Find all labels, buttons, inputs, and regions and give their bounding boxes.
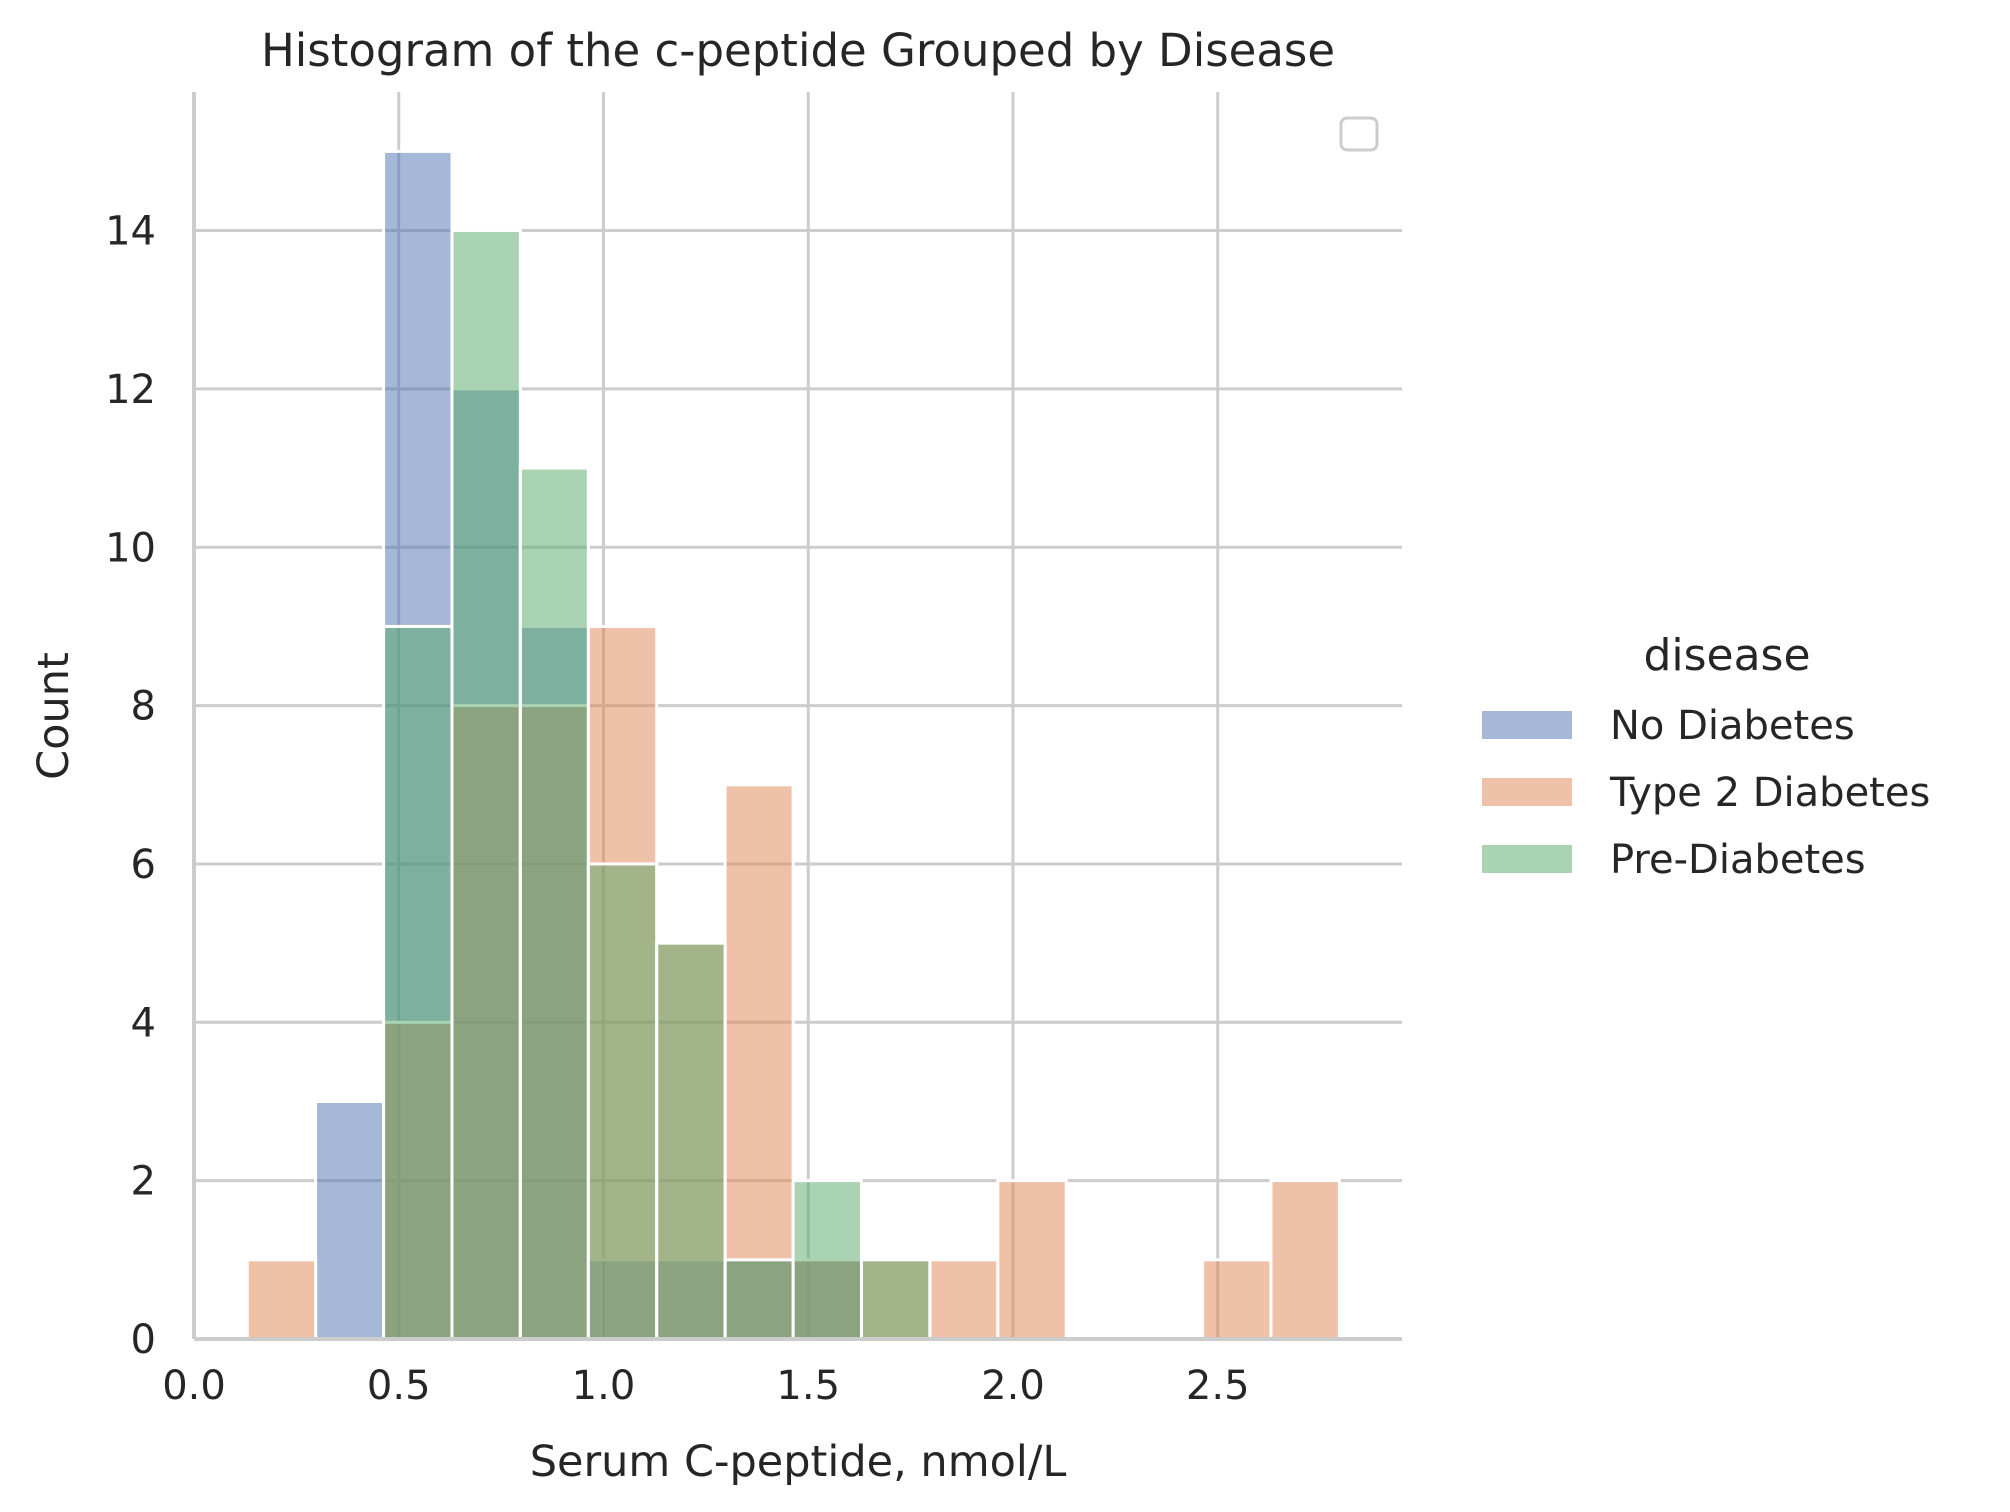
- histogram-bar: [859, 1258, 932, 1341]
- histogram-bar: [655, 941, 727, 1341]
- histogram-bar: [1269, 1179, 1341, 1341]
- y-tick-label: 4: [131, 1000, 156, 1046]
- legend-title: disease: [1643, 630, 1810, 681]
- x-tick-label: 0.5: [367, 1363, 431, 1409]
- x-tick-label: 1.5: [776, 1363, 840, 1409]
- histogram-bar: [928, 1258, 1000, 1341]
- legend-swatch: [1482, 845, 1572, 873]
- chart-title: Histogram of the c-peptide Grouped by Di…: [261, 24, 1335, 77]
- y-tick-label: 0: [131, 1317, 156, 1363]
- histogram-bar: [723, 1258, 795, 1341]
- histogram-bar: [382, 624, 454, 1341]
- histogram-bar: [518, 466, 590, 1341]
- x-tick-label: 2.0: [981, 1363, 1045, 1409]
- histogram-bar: [1201, 1258, 1273, 1341]
- x-tick-label: 0.0: [162, 1363, 226, 1409]
- x-tick-label: 1.0: [572, 1363, 636, 1409]
- histogram-bar: [245, 1258, 318, 1341]
- histogram-bar: [314, 1099, 386, 1341]
- bars: [245, 149, 1341, 1341]
- x-tick-labels: 0.0 0.5 1.0 1.5 2.0 2.5: [162, 1363, 1249, 1409]
- y-tick-label: 14: [105, 209, 156, 255]
- histogram-bar: [586, 862, 659, 1341]
- legend-swatch: [1482, 711, 1572, 739]
- x-axis-label: Serum C-peptide, nmol/L: [530, 1437, 1067, 1487]
- legend-label: Type 2 Diabetes: [1609, 770, 1930, 816]
- legend: disease No Diabetes Type 2 Diabetes Pre-Di…: [1482, 630, 1930, 883]
- histogram-bar: [723, 783, 795, 1341]
- legend-swatch: [1482, 778, 1572, 806]
- legend-label: Pre-Diabetes: [1610, 837, 1866, 883]
- axes-spines: [192, 92, 1402, 1341]
- y-tick-labels: 0 2 4 6 8 10 12 14: [105, 209, 156, 1363]
- x-tick-label: 2.5: [1186, 1363, 1250, 1409]
- y-tick-label: 8: [131, 684, 156, 730]
- y-axis-label: Count: [29, 652, 79, 780]
- histogram-bar: [450, 229, 522, 1341]
- y-tick-label: 12: [105, 367, 156, 413]
- y-tick-label: 2: [131, 1159, 156, 1205]
- histogram-bar: [791, 1179, 863, 1341]
- empty-legend-box: [1339, 116, 1379, 152]
- y-tick-label: 10: [105, 525, 156, 571]
- histogram-bar: [996, 1179, 1068, 1341]
- y-tick-label: 6: [131, 842, 156, 888]
- legend-label: No Diabetes: [1610, 703, 1855, 749]
